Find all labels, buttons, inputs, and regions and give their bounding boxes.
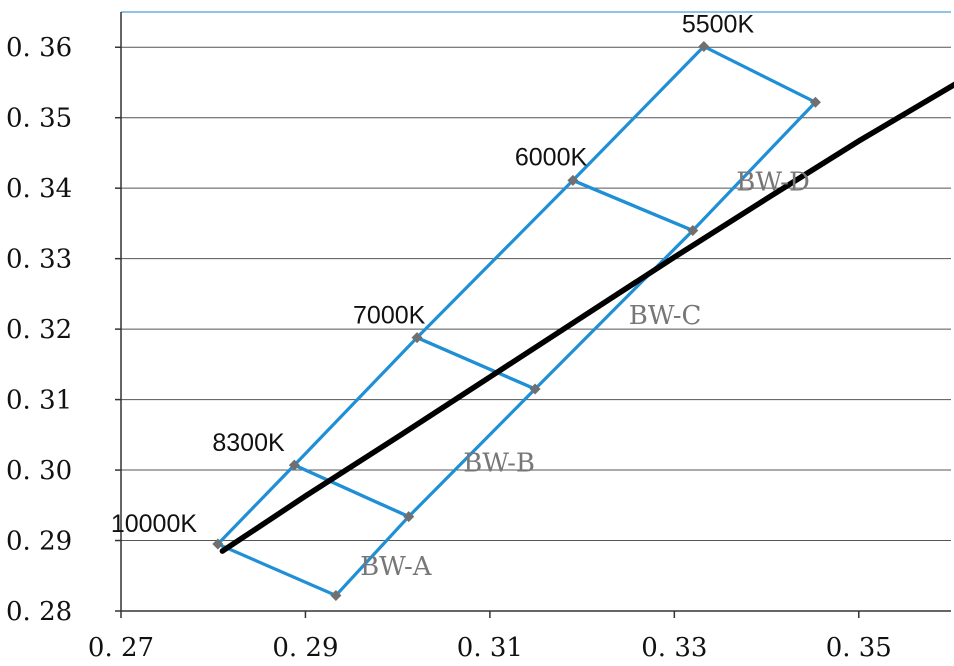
bin-label: BW-C xyxy=(629,301,702,331)
corner-marker xyxy=(529,383,541,395)
axes xyxy=(115,12,951,618)
corner-marker xyxy=(809,96,821,108)
corner-marker xyxy=(698,41,710,53)
cct-label: 6000K xyxy=(515,143,588,171)
y-tick-label: 0. 33 xyxy=(6,245,72,275)
corner-markers xyxy=(212,41,821,601)
y-tick-label: 0. 28 xyxy=(6,597,72,627)
tick-labels: 0. 27 0. 29 0. 31 0. 33 0. 35 0. 28 0. 29 0. 30… xyxy=(6,33,892,663)
corner-marker xyxy=(411,332,423,344)
x-tick-label: 0. 33 xyxy=(641,633,707,663)
corner-marker xyxy=(212,538,224,550)
y-tick-label: 0. 30 xyxy=(6,456,72,486)
x-tick-label: 0. 27 xyxy=(88,633,154,663)
corner-marker xyxy=(403,511,415,523)
cct-label: 10000K xyxy=(111,510,198,538)
y-tick-label: 0. 36 xyxy=(6,33,72,63)
x-tick-label: 0. 31 xyxy=(457,633,523,663)
corner-marker xyxy=(288,459,300,471)
cct-label: 5500K xyxy=(682,11,755,39)
corner-marker xyxy=(330,589,342,601)
locus-line xyxy=(219,81,954,554)
y-tick-label: 0. 34 xyxy=(6,174,72,204)
cct-label: 8300K xyxy=(212,429,285,457)
chart-labels: 10000K 8300K 7000K 6000K 5500K BW-A BW-B BW-C BW… xyxy=(111,11,810,583)
y-tick-label: 0. 31 xyxy=(6,386,72,416)
corner-marker xyxy=(567,174,579,186)
bin-quadrangles xyxy=(215,44,819,598)
bin-label: BW-B xyxy=(463,448,535,478)
cct-label: 7000K xyxy=(353,302,426,330)
bin-bw-d xyxy=(570,44,819,233)
x-tick-label: 0. 29 xyxy=(272,633,338,663)
y-tick-label: 0. 35 xyxy=(6,104,72,134)
y-tick-label: 0. 29 xyxy=(6,527,72,557)
corner-marker xyxy=(687,224,699,236)
planckian-locus xyxy=(219,81,954,554)
x-tick-label: 0. 35 xyxy=(826,633,892,663)
bin-label: BW-A xyxy=(360,552,433,582)
bin-label: BW-D xyxy=(736,167,810,197)
y-tick-label: 0. 32 xyxy=(6,315,72,345)
grid-lines xyxy=(121,11,951,542)
